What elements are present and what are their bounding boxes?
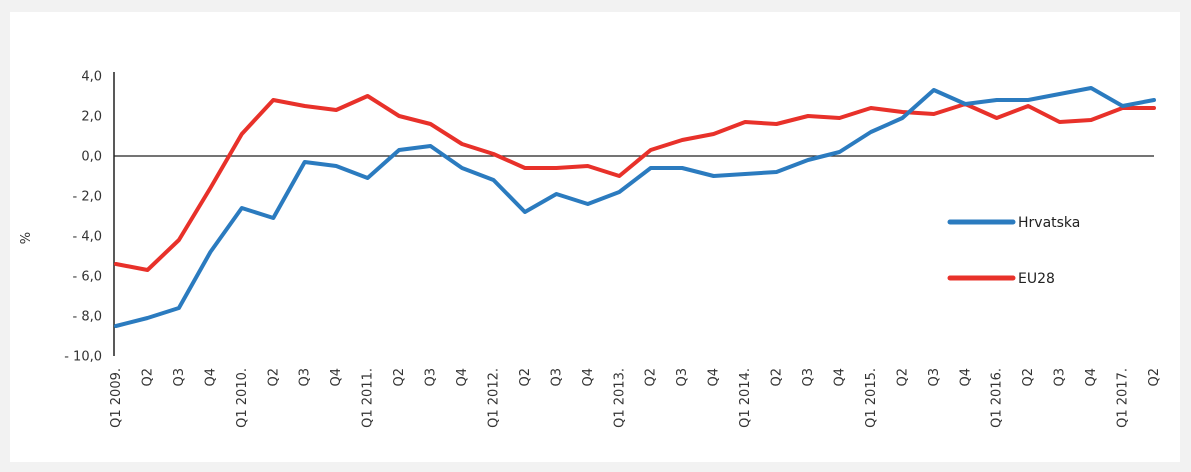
x-tick-labels: Q1 2009. Q2 Q3 Q4 Q1 2010. Q2 Q3 Q4 Q1 2011. Q2 Q3…	[109, 368, 1162, 428]
x-tick-label: Q3	[549, 368, 564, 387]
x-tick-label: Q4	[958, 368, 973, 387]
x-tick-label: Q1 2011.	[361, 368, 376, 428]
x-tick-label: Q2	[266, 368, 281, 387]
legend-label-hrvatska: Hrvatska	[1018, 215, 1080, 231]
x-tick-label: Q3	[298, 368, 313, 387]
x-tick-label: Q3	[424, 368, 439, 387]
x-tick-label: Q4	[455, 368, 470, 387]
x-tick-label: Q3	[927, 368, 942, 387]
x-tick-label: Q1 2017.	[1116, 368, 1131, 428]
x-tick-label: Q2	[392, 368, 407, 387]
series-line-eu28	[114, 94, 1156, 272]
x-tick-label: Q2	[1147, 368, 1162, 387]
x-tick-label: Q1 2016.	[990, 368, 1005, 428]
y-tick-label: - 10,0	[64, 350, 102, 365]
x-tick-label: Q4	[203, 368, 218, 387]
y-tick-labels: 4,0 2,0 0,0 - 2,0 - 4,0 - 6,0 - 8,0 - 10,0	[64, 70, 102, 365]
x-tick-label: Q4	[581, 368, 596, 387]
x-tick-label: Q2	[895, 368, 910, 387]
y-tick-label: - 4,0	[73, 230, 103, 245]
x-tick-label: Q3	[675, 368, 690, 387]
x-tick-label: Q2	[518, 368, 533, 387]
x-tick-label: Q1 2009.	[109, 368, 124, 428]
x-tick-label: Q2	[770, 368, 785, 387]
y-tick-label: - 6,0	[73, 270, 103, 285]
y-tick-label: 4,0	[81, 70, 102, 85]
x-tick-label: Q1 2012.	[486, 368, 501, 428]
line-chart: 4,0 2,0 0,0 - 2,0 - 4,0 - 6,0 - 8,0 - 10,0 % Q1…	[19, 70, 1162, 428]
y-tick-label: 0,0	[81, 150, 102, 165]
x-tick-label: Q2	[1021, 368, 1036, 387]
y-axis-label: %	[19, 232, 34, 244]
x-tick-label: Q4	[707, 368, 722, 387]
x-tick-label: Q1 2014.	[738, 368, 753, 428]
x-tick-label: Q3	[1053, 368, 1068, 387]
x-tick-label: Q4	[832, 368, 847, 387]
x-tick-label: Q4	[1084, 368, 1099, 387]
y-tick-label: 2,0	[81, 110, 102, 125]
x-tick-label: Q4	[329, 368, 344, 387]
x-tick-label: Q2	[644, 368, 659, 387]
x-tick-label: Q1 2015.	[864, 368, 879, 428]
y-tick-label: - 8,0	[73, 310, 103, 325]
x-tick-label: Q3	[801, 368, 816, 387]
x-tick-label: Q1 2013.	[612, 368, 627, 428]
series-line-hrvatska	[114, 86, 1156, 328]
x-tick-label: Q2	[140, 368, 155, 387]
chart-card: 4,0 2,0 0,0 - 2,0 - 4,0 - 6,0 - 8,0 - 10,0 % Q1…	[10, 12, 1180, 462]
legend-label-eu28: EU28	[1018, 271, 1055, 287]
series-lines	[114, 86, 1156, 328]
y-tick-label: - 2,0	[73, 190, 103, 205]
x-tick-label: Q1 2010.	[235, 368, 250, 428]
legend: Hrvatska EU28	[947, 215, 1080, 287]
x-tick-label: Q3	[172, 368, 187, 387]
